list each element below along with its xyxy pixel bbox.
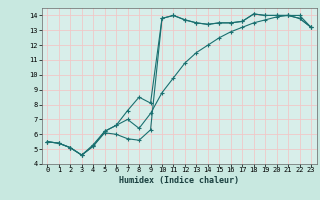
- X-axis label: Humidex (Indice chaleur): Humidex (Indice chaleur): [119, 176, 239, 185]
